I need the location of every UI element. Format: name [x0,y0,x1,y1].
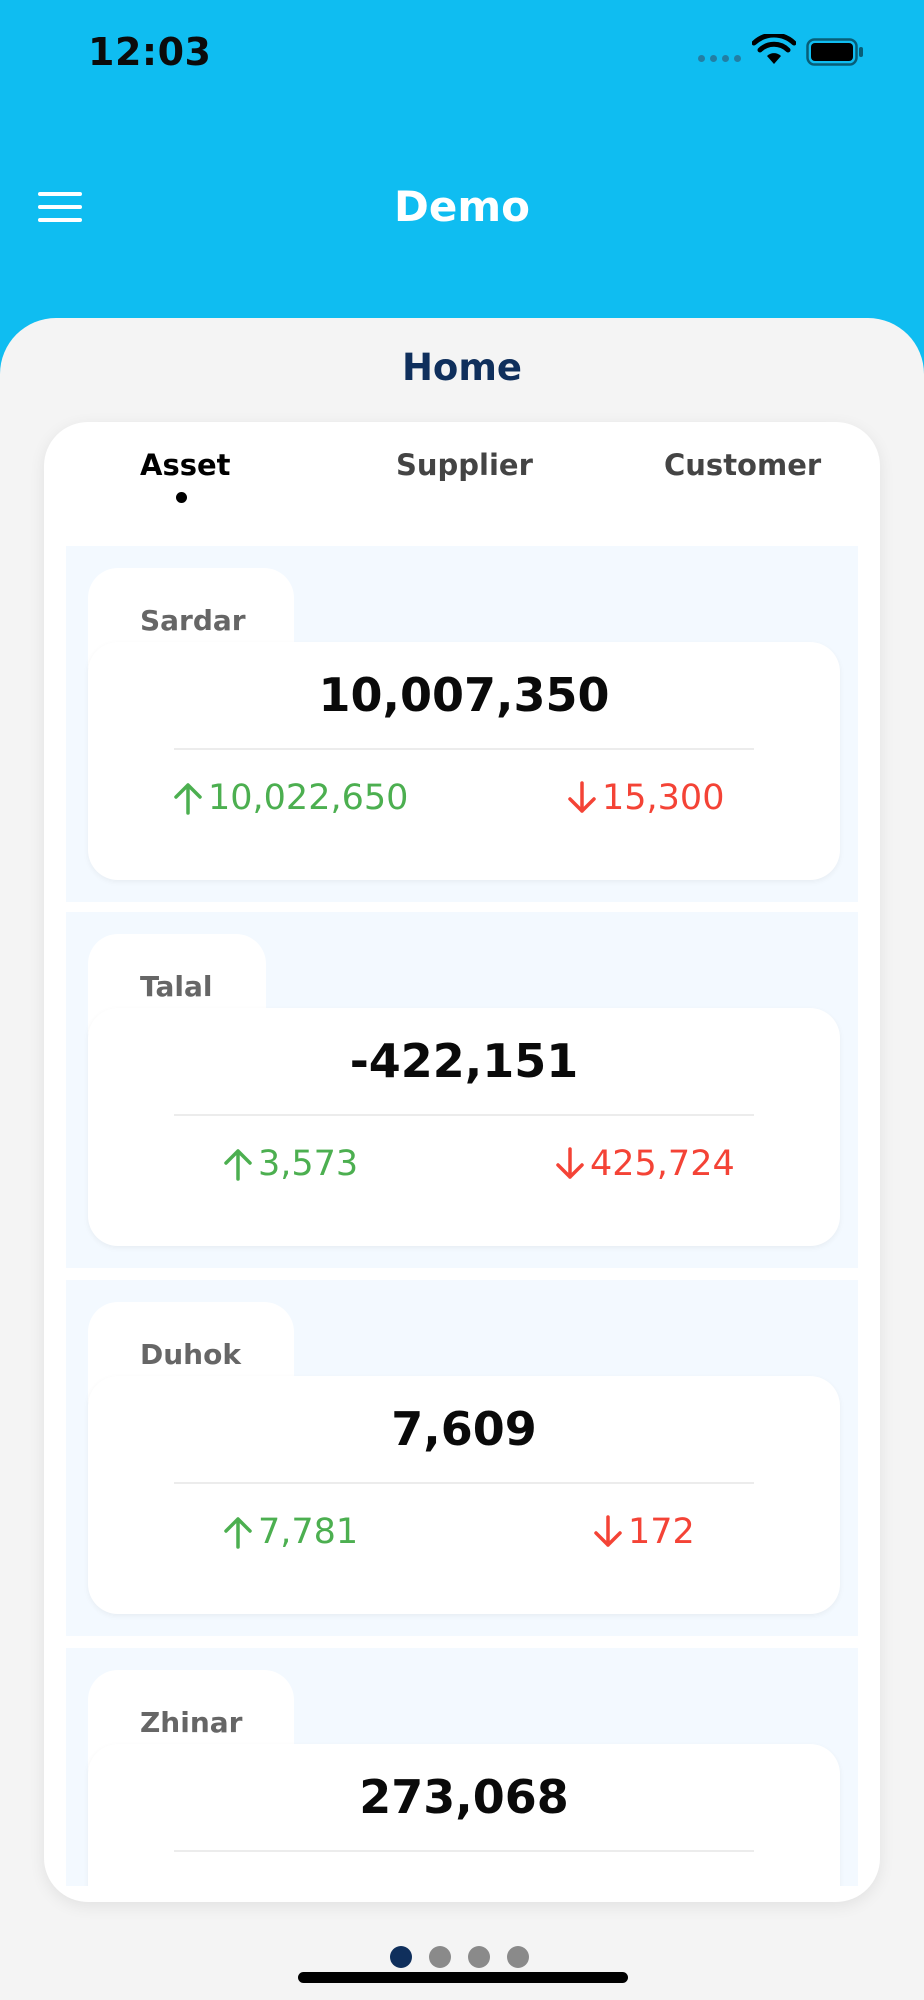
incoming-amount: 10,022,650 [172,778,408,818]
app-title: Demo [394,182,530,231]
outgoing-amount: 172 [592,1512,695,1552]
tab-supplier[interactable]: Supplier [396,448,533,482]
branch-balance-card: 7,609 7,781 172 [88,1376,840,1614]
wifi-icon [752,34,796,64]
net-balance: -422,151 [349,1034,579,1088]
branch-item[interactable]: Zhinar 273,068 [66,1648,858,1886]
arrow-down-icon [594,1515,622,1547]
branch-name: Zhinar [140,1706,243,1739]
summary-card: Asset Supplier Customer Sardar 10,007,35… [44,422,880,1902]
page-title: Home [401,346,523,389]
outgoing-value: 172 [628,1512,695,1552]
arrow-up-icon [224,1149,252,1181]
cellular-signal-icon [698,55,742,65]
branch-item[interactable]: Talal -422,151 3,573 425,724 [66,912,858,1268]
branch-balance-card: 273,068 [88,1744,840,1886]
outgoing-value: 15,300 [602,778,725,818]
page-dot[interactable] [390,1946,412,1968]
outgoing-amount: 425,724 [554,1144,735,1184]
net-balance: 10,007,350 [318,668,610,722]
hamburger-menu-icon[interactable] [38,192,82,228]
net-balance: 273,068 [359,1770,569,1824]
battery-icon [806,38,863,66]
outgoing-amount: 15,300 [566,778,724,818]
tab-asset[interactable]: Asset [140,448,231,482]
page-indicator [390,1946,529,1968]
arrow-up-icon [224,1517,252,1549]
branch-balance-card: -422,151 3,573 425,724 [88,1008,840,1246]
home-indicator[interactable] [298,1972,628,1983]
nav-bar: Demo [0,160,924,260]
branch-name: Duhok [140,1338,241,1371]
incoming-value: 10,022,650 [208,778,409,818]
incoming-amount: 3,573 [222,1144,358,1184]
divider [174,1114,754,1116]
branch-list[interactable]: Sardar 10,007,350 10,022,650 15,300 [66,546,858,1886]
active-tab-indicator [176,492,187,503]
divider [174,1482,754,1484]
branch-item[interactable]: Duhok 7,609 7,781 172 [66,1280,858,1636]
page-dot[interactable] [507,1946,529,1968]
branch-name: Sardar [140,604,246,637]
incoming-value: 3,573 [258,1144,359,1184]
page-dot[interactable] [429,1946,451,1968]
branch-item[interactable]: Sardar 10,007,350 10,022,650 15,300 [66,546,858,902]
incoming-amount: 7,781 [222,1512,358,1552]
status-bar: 12:03 [0,0,924,105]
tab-customer[interactable]: Customer [664,448,822,482]
arrow-down-icon [568,781,596,813]
status-time: 12:03 [88,30,212,74]
arrow-down-icon [556,1147,584,1179]
divider [174,1850,754,1852]
branch-balance-card: 10,007,350 10,022,650 15,300 [88,642,840,880]
divider [174,748,754,750]
page-dot[interactable] [468,1946,490,1968]
content-sheet: Home Asset Supplier Customer Sardar 10,0… [0,318,924,2000]
outgoing-value: 425,724 [590,1144,735,1184]
incoming-value: 7,781 [258,1512,359,1552]
branch-name: Talal [140,970,213,1003]
net-balance: 7,609 [391,1402,537,1456]
category-tabs: Asset Supplier Customer [44,422,880,532]
arrow-up-icon [174,783,202,815]
